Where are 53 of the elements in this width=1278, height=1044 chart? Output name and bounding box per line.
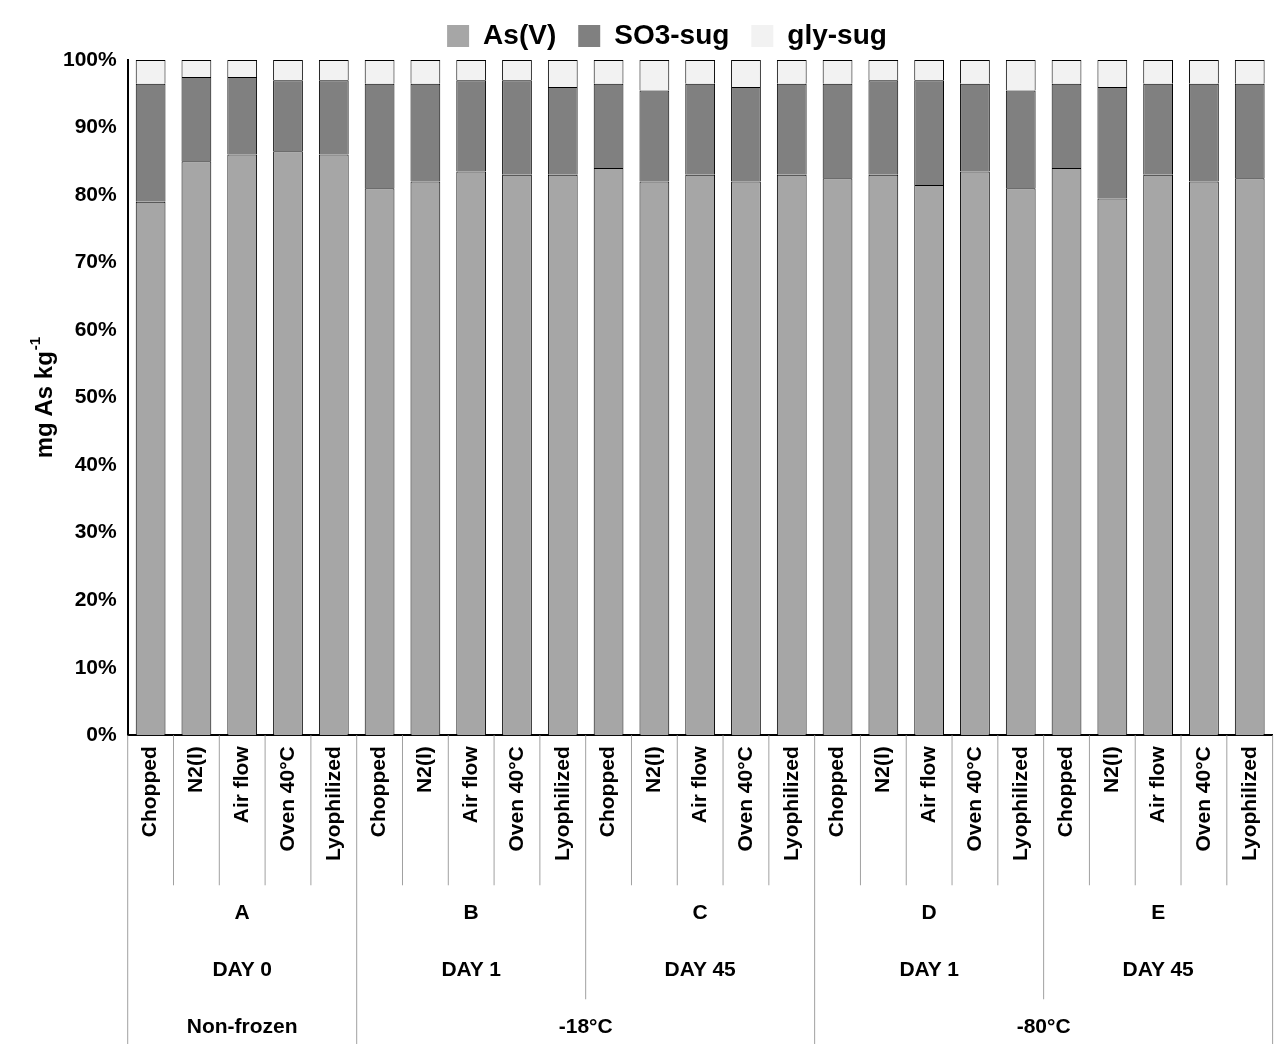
x-tick-label: Lyophilized — [549, 746, 573, 862]
text: DAY 45 — [1122, 957, 1195, 981]
text: C — [692, 900, 708, 924]
y-tick-label: 100% — [62, 46, 118, 70]
text: DAY 1 — [441, 957, 502, 981]
y-tick-label: 30% — [74, 519, 118, 543]
x-tick-label: Oven 40°C — [274, 746, 298, 852]
legend-label: As(V) — [483, 18, 557, 50]
x-tick-label: Chopped — [366, 746, 390, 838]
text: B — [463, 900, 479, 924]
x-tick-label: Lyophilized — [1236, 746, 1260, 862]
x-tick-label: Air flow — [457, 745, 481, 824]
legend-label: gly-sug — [787, 18, 887, 50]
y-tick-label: 90% — [74, 114, 118, 138]
y-tick-label: 70% — [74, 249, 118, 273]
text: -18°C — [558, 1014, 613, 1038]
y-tick-label: 40% — [74, 451, 118, 475]
x-tick-label: Chopped — [595, 746, 619, 838]
x-tick-label: Lyophilized — [320, 746, 344, 862]
x-tick-label: Air flow — [1144, 745, 1168, 824]
legend-label: SO3-sug — [614, 18, 730, 50]
text: -80°C — [1016, 1014, 1071, 1038]
x-tick-label: N2(l) — [641, 746, 665, 793]
y-tick-label: 50% — [74, 384, 118, 408]
x-tick-label: Air flow — [686, 745, 710, 824]
y-axis-title: mg As kg-1 — [26, 336, 57, 459]
x-tick-label: N2(l) — [183, 746, 207, 793]
x-tick-label: Oven 40°C — [961, 746, 985, 852]
x-tick-label: Air flow — [915, 745, 939, 824]
text: DAY 0 — [212, 957, 272, 981]
text: D — [921, 900, 937, 924]
x-tick-label: Chopped — [137, 746, 161, 838]
x-tick-label: N2(l) — [1099, 746, 1123, 793]
text: DAY 1 — [899, 957, 960, 981]
x-tick-label: Chopped — [824, 746, 848, 838]
text: Non-frozen — [186, 1014, 298, 1038]
y-tick-label: 60% — [74, 316, 118, 340]
x-tick-label: Oven 40°C — [1190, 746, 1214, 852]
x-tick-label: Oven 40°C — [503, 746, 527, 852]
text: E — [1151, 900, 1166, 924]
x-tick-label: Lyophilized — [1007, 746, 1031, 862]
y-tick-label: 20% — [74, 587, 118, 611]
y-tick-label: 80% — [74, 181, 118, 205]
x-tick-label: Chopped — [1053, 746, 1077, 838]
y-tick-label: 10% — [74, 654, 118, 678]
x-tick-label: N2(l) — [412, 746, 436, 793]
x-tick-label: Oven 40°C — [732, 746, 756, 852]
x-tick-label: N2(l) — [870, 746, 894, 793]
text: A — [234, 900, 250, 924]
text: DAY 45 — [664, 957, 737, 981]
x-tick-label: Lyophilized — [778, 746, 802, 862]
y-tick-label: 0% — [86, 722, 118, 746]
x-tick-label: Air flow — [229, 745, 252, 824]
